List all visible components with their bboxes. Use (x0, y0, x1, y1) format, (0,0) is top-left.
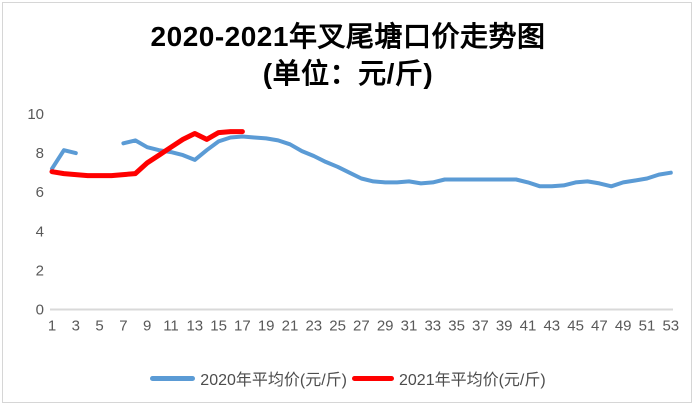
x-tick-label: 17 (234, 318, 251, 335)
chart-title-block: 2020-2021年叉尾塘口价走势图 (单位：元/斤) (0, 18, 696, 92)
y-tick-label: 6 (36, 184, 44, 201)
x-tick-label: 19 (258, 318, 275, 335)
legend-label-2020: 2020年平均价(元/斤) (200, 372, 347, 389)
x-tick-label: 29 (377, 318, 394, 335)
y-tick-label: 10 (27, 106, 44, 123)
x-tick-label: 43 (543, 318, 560, 335)
x-tick-label: 13 (186, 318, 203, 335)
x-tick-label: 27 (353, 318, 370, 335)
chart-subtitle: (单位：元/斤) (262, 58, 434, 89)
legend-line-swatch-2021-icon (352, 375, 394, 381)
x-tick-label: 47 (591, 318, 608, 335)
legend-label-2021: 2021年平均价(元/斤) (399, 372, 546, 389)
legend: 2020年平均价(元/斤) 2021年平均价(元/斤) (0, 366, 696, 390)
series-2020-line (121, 134, 673, 189)
x-tick-label: 39 (496, 318, 513, 335)
series-2021-line (49, 129, 245, 179)
chart-title: 2020-2021年叉尾塘口价走势图 (150, 21, 546, 52)
x-tick-label: 35 (448, 318, 465, 335)
x-tick-label: 25 (329, 318, 346, 335)
x-tick-label: 53 (662, 318, 679, 335)
y-tick-label: 0 (36, 302, 44, 319)
x-tick-label: 37 (472, 318, 489, 335)
y-tick-label: 4 (36, 223, 44, 240)
x-tick-label: 41 (520, 318, 537, 335)
x-tick-label: 49 (615, 318, 632, 335)
x-tick-label: 51 (639, 318, 656, 335)
x-tick-label: 33 (424, 318, 441, 335)
x-tick-label: 1 (48, 318, 56, 335)
y-tick-label: 8 (36, 145, 44, 162)
series-2020-line (50, 148, 78, 171)
x-tick-label: 5 (95, 318, 103, 335)
x-tick-label: 9 (143, 318, 151, 335)
x-tick-label: 23 (305, 318, 322, 335)
x-tick-label: 15 (210, 318, 227, 335)
x-tick-label: 11 (163, 318, 179, 335)
legend-line-swatch-2020-icon (150, 375, 196, 381)
x-tick-label: 45 (567, 318, 584, 335)
x-tick-label: 21 (282, 318, 299, 335)
y-tick-label: 2 (36, 262, 44, 279)
x-tick-label: 3 (72, 318, 80, 335)
x-tick-label: 7 (119, 318, 127, 335)
x-tick-label: 31 (401, 318, 418, 335)
